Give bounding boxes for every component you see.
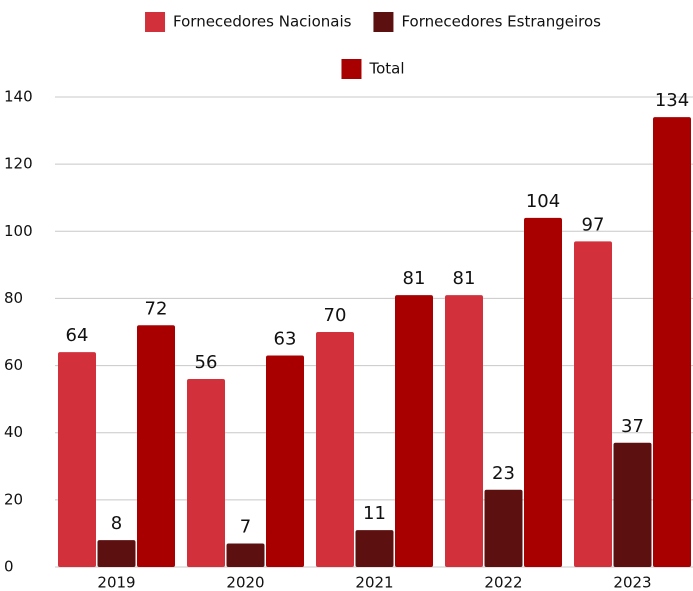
data-label: 23 bbox=[492, 463, 515, 484]
legend-label: Fornecedores Nacionais bbox=[173, 13, 352, 31]
data-label: 72 bbox=[145, 298, 168, 319]
y-tick-label: 20 bbox=[4, 490, 23, 508]
legend-swatch bbox=[341, 59, 362, 79]
y-tick-label: 0 bbox=[4, 558, 14, 576]
y-tick-label: 80 bbox=[4, 289, 23, 307]
data-label: 104 bbox=[526, 191, 560, 212]
legend-label: Fornecedores Estrangeiros bbox=[401, 13, 601, 31]
data-label: 81 bbox=[403, 268, 426, 289]
data-label: 81 bbox=[453, 268, 476, 289]
bar bbox=[226, 543, 265, 567]
bar bbox=[613, 442, 652, 567]
data-label: 7 bbox=[240, 517, 251, 538]
legend-swatch bbox=[373, 12, 394, 32]
bar bbox=[653, 117, 691, 568]
bar bbox=[524, 217, 562, 567]
x-tick-label: 2022 bbox=[484, 574, 522, 591]
data-label: 97 bbox=[582, 214, 605, 235]
bar bbox=[316, 332, 354, 567]
data-label: 11 bbox=[363, 503, 386, 524]
bar bbox=[574, 241, 612, 567]
bar bbox=[266, 355, 304, 567]
data-label: 134 bbox=[655, 90, 689, 111]
y-tick-label: 140 bbox=[4, 88, 33, 106]
y-tick-label: 100 bbox=[4, 222, 33, 240]
x-tick-label: 2019 bbox=[97, 574, 135, 591]
bar bbox=[445, 295, 483, 567]
bar bbox=[395, 295, 433, 567]
y-tick-label: 40 bbox=[4, 423, 23, 441]
bar bbox=[187, 379, 225, 567]
x-tick-label: 2021 bbox=[355, 574, 393, 591]
legend-swatch bbox=[145, 12, 166, 32]
x-tick-label: 2020 bbox=[226, 574, 264, 591]
data-label: 63 bbox=[274, 329, 297, 350]
data-label: 70 bbox=[324, 305, 347, 326]
bar bbox=[355, 530, 394, 567]
x-tick-label: 2023 bbox=[613, 574, 651, 591]
bar bbox=[58, 352, 96, 567]
legend-label: Total bbox=[368, 60, 404, 78]
bar bbox=[137, 325, 175, 567]
data-label: 64 bbox=[66, 325, 89, 346]
data-label: 56 bbox=[195, 352, 218, 373]
y-tick-label: 120 bbox=[4, 155, 33, 173]
data-label: 37 bbox=[621, 416, 644, 437]
y-tick-label: 60 bbox=[4, 356, 23, 374]
bar bbox=[484, 489, 523, 567]
data-label: 8 bbox=[111, 513, 122, 534]
bar bbox=[97, 540, 136, 567]
